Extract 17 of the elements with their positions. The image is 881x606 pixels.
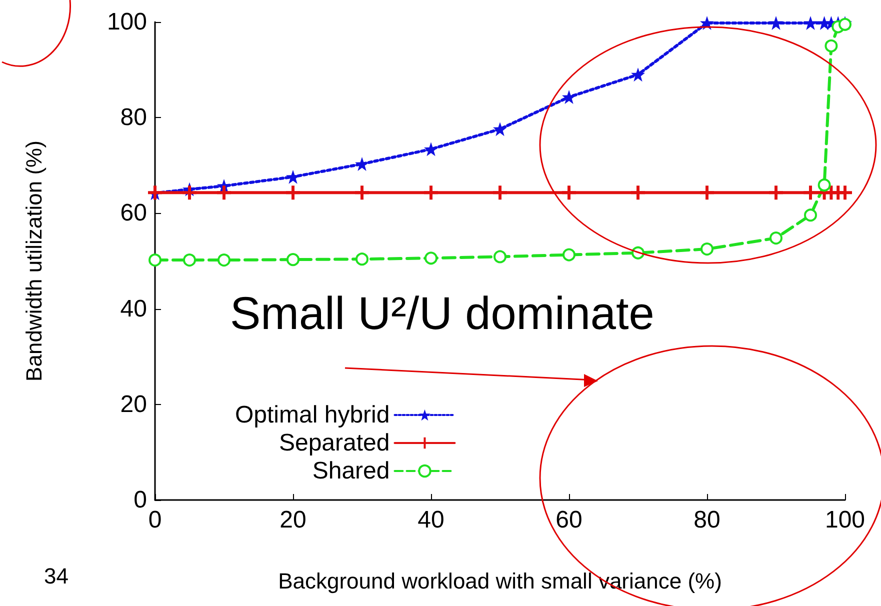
y-tick-label: 20 <box>120 390 147 418</box>
text: 34 <box>44 564 68 588</box>
x-tick-label: 40 <box>418 506 444 534</box>
legend-label: Optimal hybrid <box>234 402 390 428</box>
y-tick-label: 100 <box>106 8 147 36</box>
annotation: Small U²/U dominate <box>230 287 654 339</box>
y-tick-label: 0 <box>134 486 147 514</box>
y-tick-label: 40 <box>120 295 147 322</box>
y-tick-label: 80 <box>120 104 147 132</box>
x-tick-label: 60 <box>556 506 582 534</box>
x-tick-label: 20 <box>280 506 306 534</box>
y-tick-label: 60 <box>120 200 147 227</box>
legend-label: Separated <box>278 430 390 456</box>
y-axis-title: Bandwidth utilization (%) <box>22 140 46 382</box>
x-tick-label: 100 <box>824 506 866 534</box>
legend-label: Shared <box>312 458 390 484</box>
x-tick-label: 80 <box>694 506 720 534</box>
